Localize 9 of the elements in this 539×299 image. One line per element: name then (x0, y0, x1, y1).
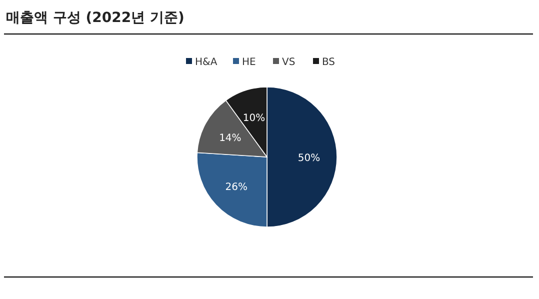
data-label: 10% (242, 113, 266, 124)
legend-label: VS (282, 57, 296, 68)
legend-label: H&A (195, 57, 218, 68)
data-label: 26% (225, 182, 248, 193)
data-label: 14% (219, 132, 242, 144)
legend-label: HE (242, 57, 256, 68)
legend-label: BS (322, 57, 336, 68)
data-label: 50% (298, 153, 320, 164)
chart-title: 매출액 구성 (2022년 기준) (6, 10, 184, 26)
